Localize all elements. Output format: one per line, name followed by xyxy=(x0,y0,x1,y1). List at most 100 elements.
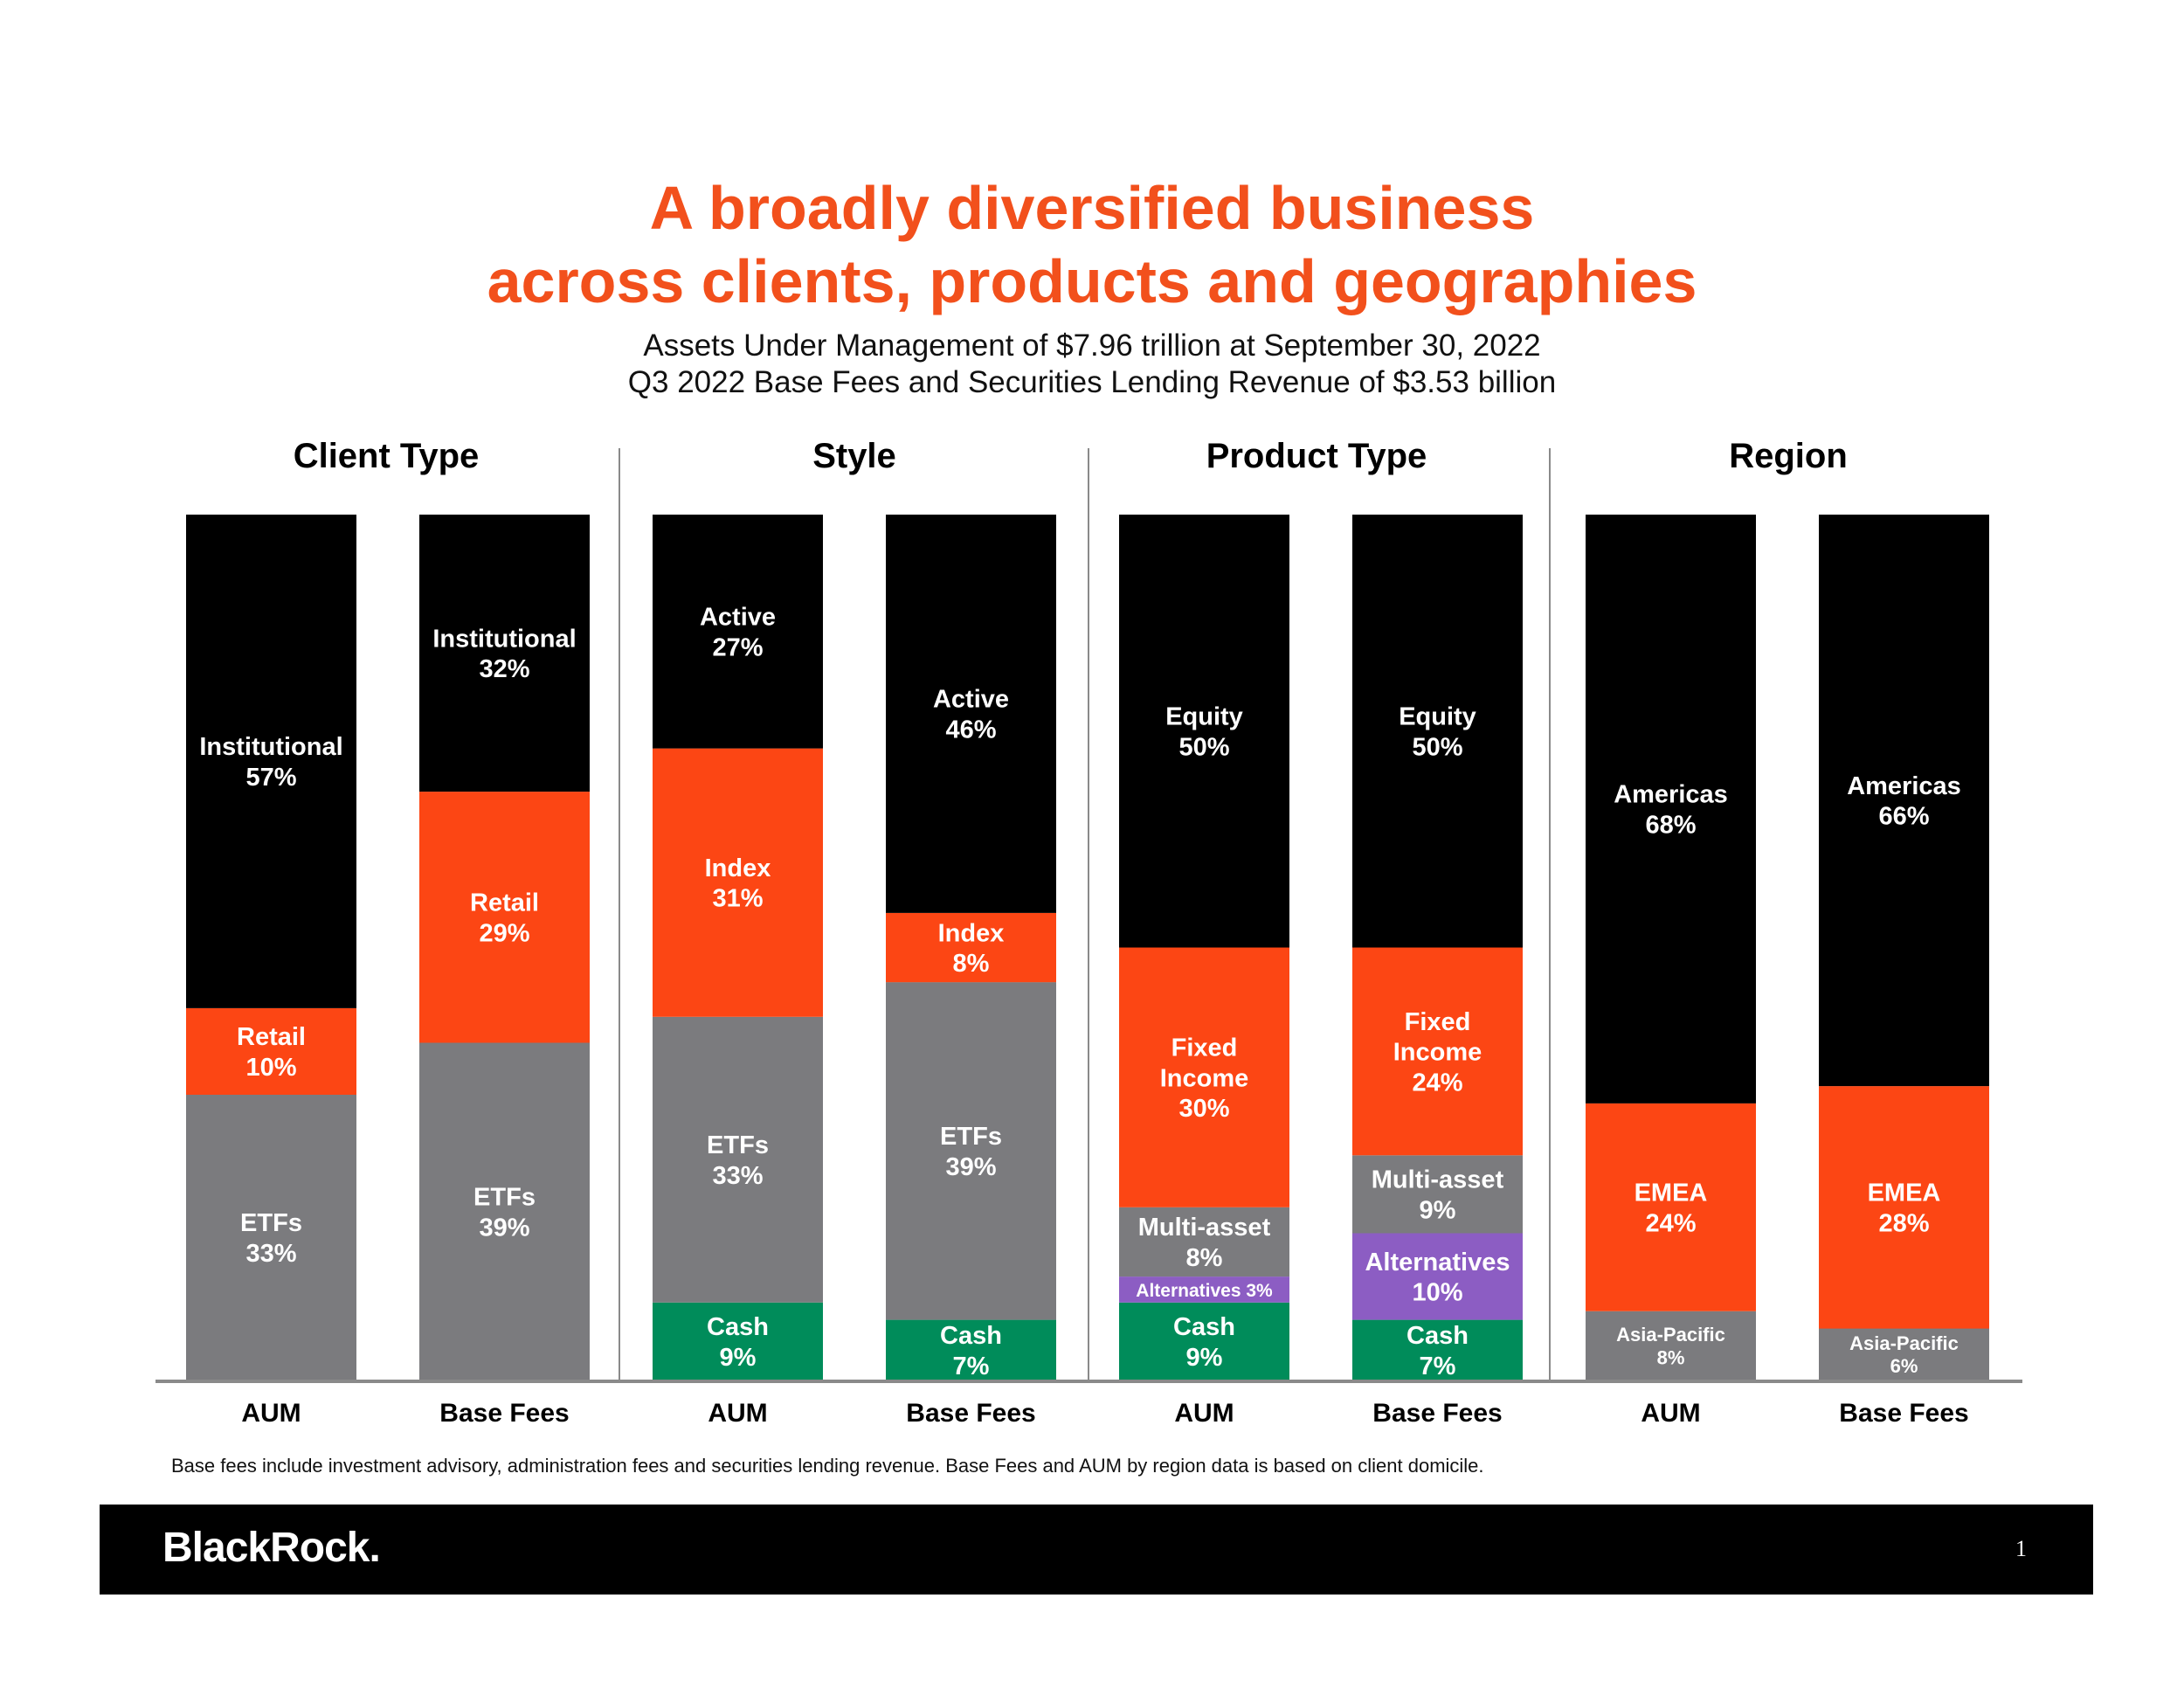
segment-label-retail: Retail xyxy=(470,889,539,917)
segment-label-asia-pacific: Asia-Pacific xyxy=(1849,1332,1959,1354)
segment-label-americas: Americas xyxy=(1847,772,1961,800)
segment-label-multi-asset: 8% xyxy=(1186,1244,1223,1272)
segment-label-etfs: ETFs xyxy=(240,1209,302,1237)
group-title-style: Style xyxy=(812,437,896,475)
segment-label-etfs: ETFs xyxy=(940,1123,1002,1151)
bar-segment-style-base-fees-index xyxy=(886,912,1056,983)
bar-segment-product-type-base-fees-fixed-income xyxy=(1352,947,1523,1156)
segment-label-cash: Cash xyxy=(707,1313,769,1341)
segment-label-etfs: 33% xyxy=(712,1162,763,1190)
segment-label-emea: 28% xyxy=(1878,1209,1929,1237)
bar-segment-product-type-aum-multi-asset xyxy=(1119,1207,1289,1277)
bar-segment-region-aum-asia-pacific xyxy=(1586,1311,1756,1380)
segment-label-equity: Equity xyxy=(1399,703,1476,731)
segment-label-institutional: Institutional xyxy=(199,733,342,761)
segment-label-institutional: Institutional xyxy=(432,625,576,653)
bar-segment-style-aum-index xyxy=(653,748,823,1017)
segment-label-fixed-income: Fixed xyxy=(1171,1034,1238,1062)
bar-segment-style-base-fees-active xyxy=(886,515,1056,913)
bar-segment-product-type-base-fees-equity xyxy=(1352,515,1523,948)
segment-label-fixed-income: 30% xyxy=(1178,1095,1229,1123)
segment-label-cash: 9% xyxy=(1186,1344,1223,1372)
bar-segment-product-type-base-fees-multi-asset xyxy=(1352,1155,1523,1234)
segment-label-etfs: 33% xyxy=(245,1240,296,1268)
segment-label-asia-pacific: 6% xyxy=(1890,1355,1918,1377)
footer-bar: BlackRock. 1 xyxy=(100,1505,2093,1595)
segment-label-alternatives: Alternatives xyxy=(1365,1249,1510,1276)
segment-label-emea: 24% xyxy=(1645,1209,1696,1237)
title-line-2: across clients, products and geographies xyxy=(487,247,1697,315)
subtitle-aum: Assets Under Management of $7.96 trillio… xyxy=(643,329,1541,363)
bar-segment-product-type-base-fees-cash xyxy=(1352,1319,1523,1380)
segment-label-cash: Cash xyxy=(940,1322,1002,1350)
segment-label-emea: EMEA xyxy=(1635,1180,1708,1207)
segment-label-emea: EMEA xyxy=(1868,1180,1941,1207)
bar-segment-region-aum-emea xyxy=(1586,1103,1756,1311)
segment-label-cash: Cash xyxy=(1173,1313,1235,1341)
bar-segment-region-aum-americas xyxy=(1586,515,1756,1103)
bar-segment-client-type-aum-retail xyxy=(186,1007,356,1095)
bar-segment-style-aum-etfs xyxy=(653,1016,823,1303)
segment-label-equity: 50% xyxy=(1178,733,1229,761)
segment-label-americas: 66% xyxy=(1878,803,1929,831)
bar-segment-client-type-base-fees-retail xyxy=(419,792,590,1043)
segment-label-institutional: 32% xyxy=(479,655,529,683)
segment-label-alternatives: Alternatives 3% xyxy=(1136,1281,1273,1301)
bar-segment-style-aum-active xyxy=(653,515,823,749)
segment-label-fixed-income: Fixed xyxy=(1405,1008,1471,1036)
blackrock-logo: BlackRock. xyxy=(162,1525,381,1571)
segment-label-etfs: 39% xyxy=(945,1153,996,1181)
segment-label-americas: 68% xyxy=(1645,812,1696,840)
segment-label-index: Index xyxy=(705,854,771,882)
segment-label-americas: Americas xyxy=(1614,781,1728,809)
bar-segment-style-base-fees-cash xyxy=(886,1319,1056,1380)
segment-label-cash: 7% xyxy=(953,1352,990,1380)
title-line-1: A broadly diversified business xyxy=(649,174,1535,242)
segment-label-active: Active xyxy=(933,686,1009,714)
x-label-client-type-aum: AUM xyxy=(241,1399,301,1428)
segment-label-active: Active xyxy=(700,604,776,632)
segment-label-active: 46% xyxy=(945,716,996,744)
segment-label-active: 27% xyxy=(712,633,763,661)
bar-segment-client-type-base-fees-etfs xyxy=(419,1042,590,1380)
segment-label-fixed-income: 24% xyxy=(1412,1069,1462,1097)
bar-segment-style-base-fees-etfs xyxy=(886,982,1056,1320)
bar-segment-region-base-fees-americas xyxy=(1819,515,1989,1087)
bar-segment-product-type-aum-fixed-income xyxy=(1119,947,1289,1207)
segment-label-retail: Retail xyxy=(237,1023,306,1051)
page-number: 1 xyxy=(2015,1536,2027,1561)
bar-segment-product-type-aum-cash xyxy=(1119,1302,1289,1380)
x-label-client-type-base-fees: Base Fees xyxy=(439,1399,569,1428)
bar-segment-product-type-base-fees-alternatives xyxy=(1352,1233,1523,1320)
bar-segment-client-type-base-fees-institutional xyxy=(419,515,590,792)
bar-segment-product-type-aum-equity xyxy=(1119,515,1289,948)
x-label-region-aum: AUM xyxy=(1641,1399,1700,1428)
x-label-style-base-fees: Base Fees xyxy=(906,1399,1035,1428)
segment-label-fixed-income: Income xyxy=(1160,1064,1249,1092)
segment-label-etfs: ETFs xyxy=(707,1131,769,1159)
x-label-style-aum: AUM xyxy=(708,1399,767,1428)
segment-label-index: Index xyxy=(938,919,1005,947)
group-title-client-type: Client Type xyxy=(293,437,480,475)
segment-label-equity: Equity xyxy=(1165,703,1243,731)
bar-segment-client-type-aum-etfs xyxy=(186,1095,356,1380)
bar-segment-product-type-aum-alternatives xyxy=(1119,1276,1289,1303)
segment-label-retail: 29% xyxy=(479,919,529,947)
segment-label-cash: 7% xyxy=(1420,1352,1456,1380)
segment-label-fixed-income: Income xyxy=(1393,1039,1482,1067)
segment-label-retail: 10% xyxy=(245,1054,296,1082)
segment-label-institutional: 57% xyxy=(245,764,296,792)
segment-label-cash: Cash xyxy=(1406,1322,1469,1350)
segment-label-multi-asset: 9% xyxy=(1420,1197,1456,1225)
bar-segment-style-aum-cash xyxy=(653,1302,823,1380)
footnote: Base fees include investment advisory, a… xyxy=(171,1455,1484,1477)
group-title-region: Region xyxy=(1729,437,1848,475)
segment-label-asia-pacific: 8% xyxy=(1657,1346,1685,1368)
bar-segment-region-base-fees-emea xyxy=(1819,1086,1989,1329)
segment-label-alternatives: 10% xyxy=(1412,1279,1462,1307)
x-label-product-type-base-fees: Base Fees xyxy=(1372,1399,1502,1428)
subtitle-fees: Q3 2022 Base Fees and Securities Lending… xyxy=(627,365,1557,399)
segment-label-etfs: 39% xyxy=(479,1214,529,1242)
segment-label-multi-asset: Multi-asset xyxy=(1138,1214,1271,1242)
